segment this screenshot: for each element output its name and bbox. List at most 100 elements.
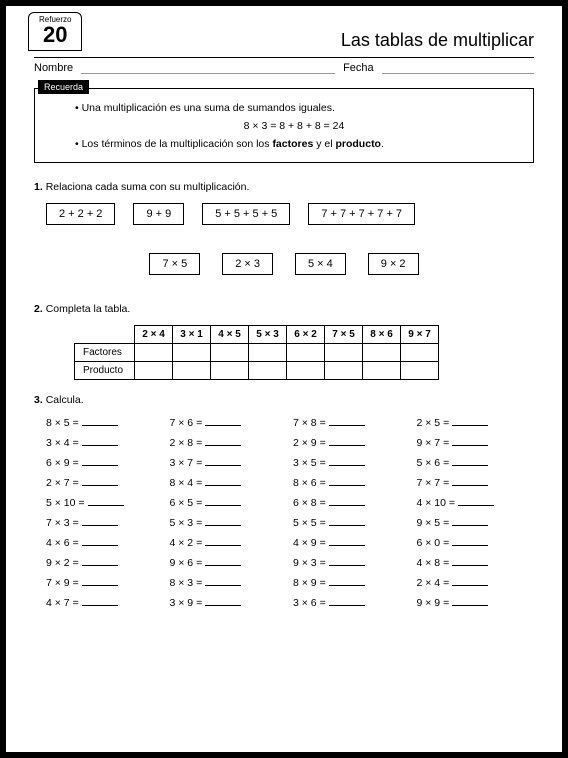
name-date-row: Nombre Fecha (34, 62, 534, 74)
calc-item: 2 × 5 = (417, 416, 535, 429)
calc-item: 9 × 3 = (293, 556, 411, 569)
s3-num: 3. (34, 394, 43, 406)
calc-item: 8 × 6 = (293, 476, 411, 489)
answer-line (329, 456, 365, 466)
calc-item: 4 × 7 = (46, 596, 164, 609)
refuerzo-number: 20 (39, 24, 71, 46)
calc-item: 6 × 0 = (417, 536, 535, 549)
calc-expr: 5 × 10 = (46, 497, 85, 509)
table-header: 7 × 5 (325, 326, 363, 344)
sum-box: 5 + 5 + 5 + 5 (202, 203, 290, 225)
answer-line (205, 536, 241, 546)
calc-expr: 8 × 6 = (293, 477, 326, 489)
calc-expr: 3 × 7 = (170, 457, 203, 469)
calc-expr: 6 × 0 = (417, 537, 450, 549)
table-row-producto: Producto (75, 362, 439, 380)
calc-expr: 9 × 7 = (417, 437, 450, 449)
prod-box: 5 × 4 (295, 253, 346, 275)
calc-expr: 2 × 7 = (46, 477, 79, 489)
answer-line (458, 496, 494, 506)
calc-item: 9 × 9 = (417, 596, 535, 609)
calc-expr: 4 × 10 = (417, 497, 456, 509)
name-label: Nombre (34, 62, 73, 74)
answer-line (452, 536, 488, 546)
calc-expr: 6 × 5 = (170, 497, 203, 509)
calc-item: 3 × 5 = (293, 456, 411, 469)
section-1-head: 1. Relaciona cada suma con su multiplica… (34, 181, 534, 193)
calc-expr: 3 × 6 = (293, 597, 326, 609)
refuerzo-tab: Refuerzo 20 (28, 12, 82, 51)
calc-item: 7 × 8 = (293, 416, 411, 429)
calc-item: 4 × 9 = (293, 536, 411, 549)
calc-item: 3 × 6 = (293, 596, 411, 609)
answer-line (205, 516, 241, 526)
answer-line (205, 476, 241, 486)
recuerda-l2c: y el (313, 138, 335, 150)
recuerda-box: Recuerda • Una multiplicación es una sum… (34, 88, 534, 163)
recuerda-l2a: Los términos de la multiplicación son lo… (82, 138, 273, 150)
recuerda-line1-text: Una multiplicación es una suma de sumand… (82, 102, 335, 114)
calc-item: 4 × 2 = (170, 536, 288, 549)
sum-box: 9 + 9 (133, 203, 184, 225)
calc-expr: 6 × 8 = (293, 497, 326, 509)
calc-expr: 4 × 9 = (293, 537, 326, 549)
calc-item: 9 × 6 = (170, 556, 288, 569)
answer-line (329, 596, 365, 606)
calc-item: 5 × 5 = (293, 516, 411, 529)
calc-item: 3 × 9 = (170, 596, 288, 609)
calc-expr: 9 × 3 = (293, 557, 326, 569)
calc-item: 7 × 9 = (46, 576, 164, 589)
calc-expr: 8 × 5 = (46, 417, 79, 429)
answer-line (205, 556, 241, 566)
calc-expr: 5 × 5 = (293, 517, 326, 529)
answer-line (452, 436, 488, 446)
s2-text: Completa la tabla. (46, 303, 131, 315)
table-header: 8 × 6 (363, 326, 401, 344)
section-2: 2. Completa la tabla. 2 × 4 3 × 1 4 × 5 … (34, 303, 534, 380)
calc-item: 3 × 4 = (46, 436, 164, 449)
answer-line (452, 556, 488, 566)
recuerda-equation: 8 × 3 = 8 + 8 + 8 = 24 (75, 119, 513, 135)
calc-expr: 7 × 8 = (293, 417, 326, 429)
calc-item: 5 × 6 = (417, 456, 535, 469)
answer-line (452, 476, 488, 486)
calc-item: 9 × 7 = (417, 436, 535, 449)
answer-line (205, 576, 241, 586)
calc-expr: 4 × 6 = (46, 537, 79, 549)
recuerda-line2: • Los términos de la multiplicación son … (75, 137, 513, 153)
calc-item: 6 × 5 = (170, 496, 288, 509)
recuerda-l2b: factores (272, 138, 313, 150)
calc-expr: 3 × 5 = (293, 457, 326, 469)
table-header: 6 × 2 (287, 326, 325, 344)
answer-line (82, 576, 118, 586)
calc-grid: 8 × 5 =7 × 6 =7 × 8 =2 × 5 =3 × 4 =2 × 8… (46, 416, 534, 609)
calc-expr: 2 × 9 = (293, 437, 326, 449)
calc-item: 6 × 9 = (46, 456, 164, 469)
calc-expr: 9 × 5 = (417, 517, 450, 529)
answer-line (329, 416, 365, 426)
s1-sums-row: 2 + 2 + 2 9 + 9 5 + 5 + 5 + 5 7 + 7 + 7 … (46, 203, 534, 225)
prod-box: 9 × 2 (368, 253, 419, 275)
section-2-head: 2. Completa la tabla. (34, 303, 534, 315)
calc-item: 4 × 10 = (417, 496, 535, 509)
calc-expr: 2 × 8 = (170, 437, 203, 449)
recuerda-l2d: producto (335, 138, 381, 150)
answer-line (329, 476, 365, 486)
s3-text: Calcula. (46, 394, 84, 406)
calc-item: 9 × 2 = (46, 556, 164, 569)
answer-line (205, 416, 241, 426)
s2-num: 2. (34, 303, 43, 315)
table-header: 3 × 1 (173, 326, 211, 344)
calc-expr: 6 × 9 = (46, 457, 79, 469)
answer-line (329, 556, 365, 566)
factors-table: 2 × 4 3 × 1 4 × 5 5 × 3 6 × 2 7 × 5 8 × … (74, 325, 439, 380)
calc-item: 4 × 6 = (46, 536, 164, 549)
recuerda-tab: Recuerda (38, 80, 89, 94)
answer-line (82, 536, 118, 546)
calc-expr: 7 × 7 = (417, 477, 450, 489)
section-1: 1. Relaciona cada suma con su multiplica… (34, 181, 534, 275)
answer-line (205, 436, 241, 446)
recuerda-content: • Una multiplicación es una suma de suma… (34, 88, 534, 163)
s1-prods-row: 7 × 5 2 × 3 5 × 4 9 × 2 (34, 253, 534, 275)
s1-text: Relaciona cada suma con su multiplicació… (46, 181, 250, 193)
